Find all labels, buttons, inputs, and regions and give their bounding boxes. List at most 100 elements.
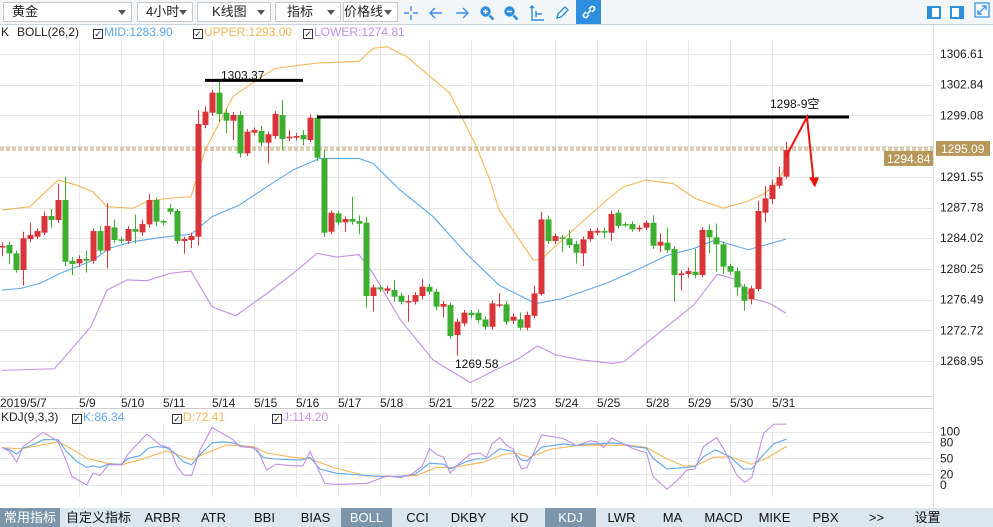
checkbox-icon[interactable]: ✓ (72, 414, 82, 424)
candles (0, 80, 790, 356)
candle-body (104, 226, 111, 251)
kdj-k-line (1, 438, 787, 478)
panel-right-icon[interactable] (947, 3, 967, 22)
tab-lwr[interactable]: LWR (607, 510, 636, 525)
candle-body (363, 222, 370, 297)
candle-down (377, 285, 384, 293)
candle-body (83, 259, 90, 261)
candle-down (468, 310, 475, 319)
tab-mike[interactable]: MIKE (758, 510, 791, 525)
candle-body (594, 230, 601, 233)
d-toggle[interactable]: ✓ D:72.41 (172, 409, 225, 425)
candle-down (517, 312, 524, 331)
tab-自定义指标[interactable]: 自定义指标 (65, 510, 131, 525)
candle-up (244, 129, 251, 156)
candle-body (349, 218, 356, 222)
crosshair-icon[interactable] (401, 3, 421, 22)
checkbox-icon[interactable]: ✓ (272, 414, 282, 424)
price-tick: 1280.25 (940, 262, 984, 276)
candle-down (153, 197, 160, 227)
period-dropdown[interactable]: 4小时 (137, 2, 193, 22)
tab-ma[interactable]: MA (662, 510, 683, 525)
price-tick: 1299.08 (940, 108, 984, 122)
pencil-icon[interactable] (552, 3, 572, 22)
k-toggle[interactable]: ✓ K:86.34 (72, 409, 124, 425)
period-value: 4小时 (146, 4, 180, 19)
indicator-dropdown[interactable]: 指标 (275, 2, 341, 22)
tab-macd[interactable]: MACD (704, 510, 743, 525)
axis-icon[interactable] (527, 3, 547, 22)
candle-body (20, 238, 27, 271)
candle-body (307, 117, 314, 141)
candle-down (741, 283, 748, 311)
tab-pbx[interactable]: PBX (812, 510, 839, 525)
arrow-left-icon[interactable] (426, 3, 446, 22)
price-line-dropdown[interactable]: 价格线 (343, 2, 398, 22)
candle-body (412, 295, 419, 302)
zoom-out-icon[interactable] (501, 3, 521, 22)
price-axis: 1306.61 1302.84 1299.08 1291.55 1287.78 1284.… (884, 47, 990, 368)
zoom-in-icon[interactable] (477, 3, 497, 22)
tab-bbi[interactable]: BBI (254, 510, 275, 525)
candle-up (20, 231, 27, 286)
candle-body (769, 185, 776, 200)
lower-value: LOWER:1274.81 (314, 25, 405, 39)
candle-up (608, 210, 615, 241)
tab-arbr[interactable]: ARBR (144, 510, 181, 525)
arrow-line (785, 113, 815, 186)
candle-body (195, 124, 202, 237)
tab-kd[interactable]: KD (510, 510, 529, 525)
candle-up (776, 166, 783, 189)
mid-toggle[interactable]: ✓ MID:1283.90 (93, 24, 173, 40)
candle-down (503, 301, 510, 325)
candle-down (363, 217, 370, 308)
candle-down (223, 108, 230, 134)
candle-body (209, 92, 216, 113)
date-label: 5/17 (338, 396, 362, 410)
checkbox-icon[interactable]: ✓ (172, 414, 182, 424)
tab->>[interactable]: >> (868, 510, 885, 525)
j-toggle[interactable]: ✓ J:114.20 (272, 409, 328, 425)
fullscreen-icon[interactable] (972, 0, 992, 19)
tab-dkby[interactable]: DKBY (450, 510, 487, 525)
candle-body (440, 304, 447, 307)
candle-body (0, 246, 6, 248)
tab-cci[interactable]: CCI (406, 510, 429, 525)
checkbox-icon[interactable]: ✓ (193, 29, 203, 39)
chart-type-dropdown[interactable]: K线图 (197, 2, 271, 22)
panel-left-icon[interactable] (924, 3, 944, 22)
arrow-right-icon[interactable] (452, 3, 472, 22)
candle-up (139, 219, 146, 236)
checkbox-icon[interactable]: ✓ (93, 29, 103, 39)
checkbox-icon[interactable]: ✓ (303, 29, 313, 39)
candle-body (468, 312, 475, 316)
candle-body (216, 92, 223, 114)
candle-up (307, 114, 314, 143)
candle-up (202, 106, 209, 129)
tab-设置[interactable]: 设置 (914, 510, 941, 525)
candle-body (237, 114, 244, 154)
current-price-box (936, 140, 990, 156)
tab-bias[interactable]: BIAS (300, 510, 331, 525)
lower-toggle[interactable]: ✓ LOWER:1274.81 (303, 24, 405, 40)
candle-down (160, 219, 167, 226)
tab-boll[interactable]: BOLL (341, 508, 392, 527)
candle-down (6, 241, 13, 264)
link-icon[interactable] (576, 0, 601, 24)
candle-body (76, 259, 83, 264)
candle-down (83, 250, 90, 273)
tab-atr[interactable]: ATR (200, 510, 227, 525)
symbol-dropdown[interactable]: 黄金 (3, 2, 132, 22)
candle-body (132, 229, 139, 232)
candle-down (356, 215, 363, 235)
candle-down (573, 240, 580, 264)
candle-down (48, 208, 55, 228)
candle-body (545, 219, 552, 242)
candle-body (6, 244, 13, 254)
upper-toggle[interactable]: ✓ UPPER:1293.00 (193, 24, 292, 40)
tab-kdj[interactable]: KDJ (545, 508, 596, 527)
kdj-d-line (1, 441, 787, 478)
kdj-tick: 20 (940, 467, 954, 481)
tab-常用指标[interactable]: 常用指标 (0, 508, 60, 527)
